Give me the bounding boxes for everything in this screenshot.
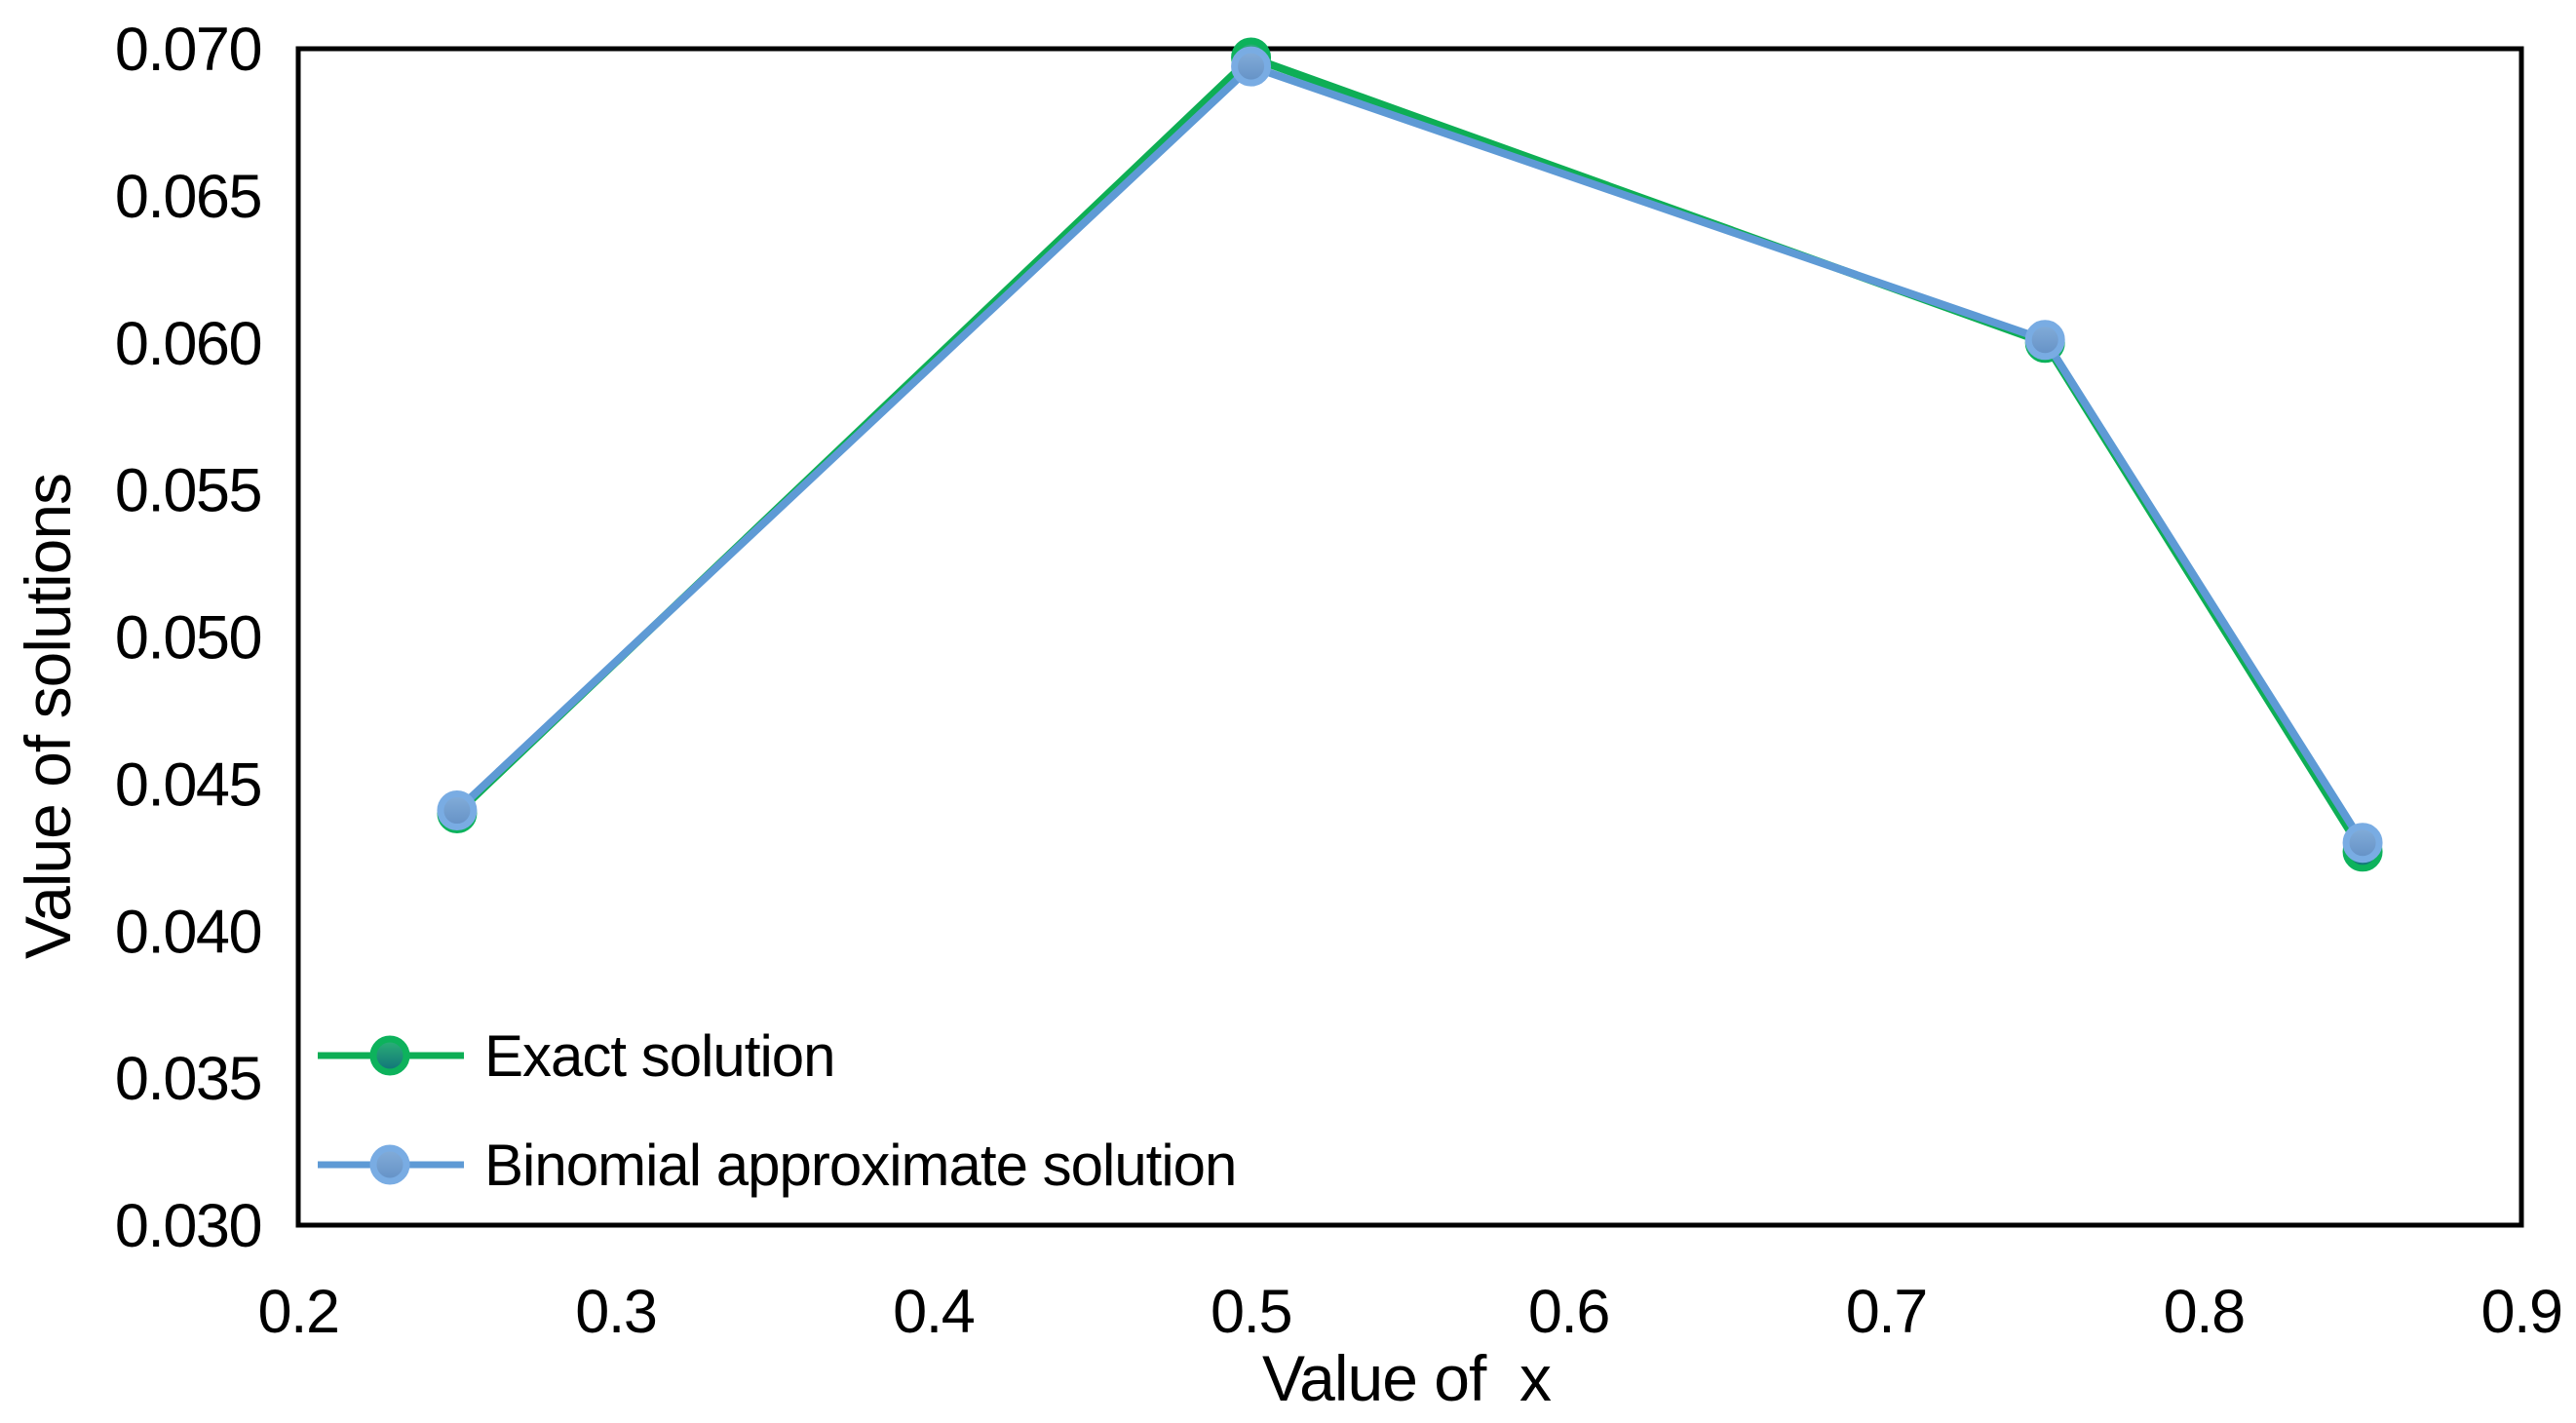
x-tick-label: 0.9 — [2480, 1278, 2561, 1346]
series-line-binomial-approximate-solution — [452, 62, 2367, 847]
data-point-marker-binomial-approximate-solution — [1231, 46, 1272, 87]
y-axis-title: Value of solutions — [12, 474, 84, 959]
series-line-exact-solution — [452, 54, 2367, 856]
y-tick-label: 0.030 — [115, 1192, 261, 1260]
x-tick-label: 0.5 — [1211, 1278, 1291, 1346]
y-tick-label: 0.035 — [115, 1045, 261, 1113]
plot-border — [295, 46, 2524, 1228]
data-point-marker-binomial-approximate-solution — [2024, 320, 2065, 361]
y-tick-label: 0.060 — [115, 310, 261, 378]
legend-sample-marker-binomial-approximate-solution — [369, 1144, 410, 1185]
data-point-marker-binomial-approximate-solution — [2342, 823, 2383, 864]
y-tick-label: 0.040 — [115, 898, 261, 966]
y-tick-label: 0.050 — [115, 604, 261, 673]
x-tick-label: 0.7 — [1846, 1278, 1927, 1346]
x-tick-label: 0.4 — [893, 1278, 975, 1346]
legend-label-exact-solution: Exact solution — [484, 1023, 835, 1089]
x-tick-label: 0.3 — [575, 1278, 656, 1346]
y-tick-label: 0.055 — [115, 457, 261, 525]
x-axis-title: Value of x — [1262, 1342, 1552, 1414]
x-tick-label: 0.2 — [257, 1278, 338, 1346]
x-tick-label: 0.6 — [1528, 1278, 1609, 1346]
legend-label-binomial-approximate-solution: Binomial approximate solution — [484, 1133, 1236, 1198]
x-tick-label: 0.8 — [2164, 1278, 2245, 1346]
y-tick-label: 0.045 — [115, 750, 261, 819]
plot-area: 0.030 0.035 0.040 0.045 0.050 0.055 0.060 0.065… — [115, 16, 2563, 1346]
data-point-marker-binomial-approximate-solution — [437, 790, 478, 831]
y-tick-label: 0.070 — [115, 16, 261, 84]
legend-sample-marker-exact-solution — [369, 1035, 410, 1076]
y-tick-label: 0.065 — [115, 163, 261, 231]
